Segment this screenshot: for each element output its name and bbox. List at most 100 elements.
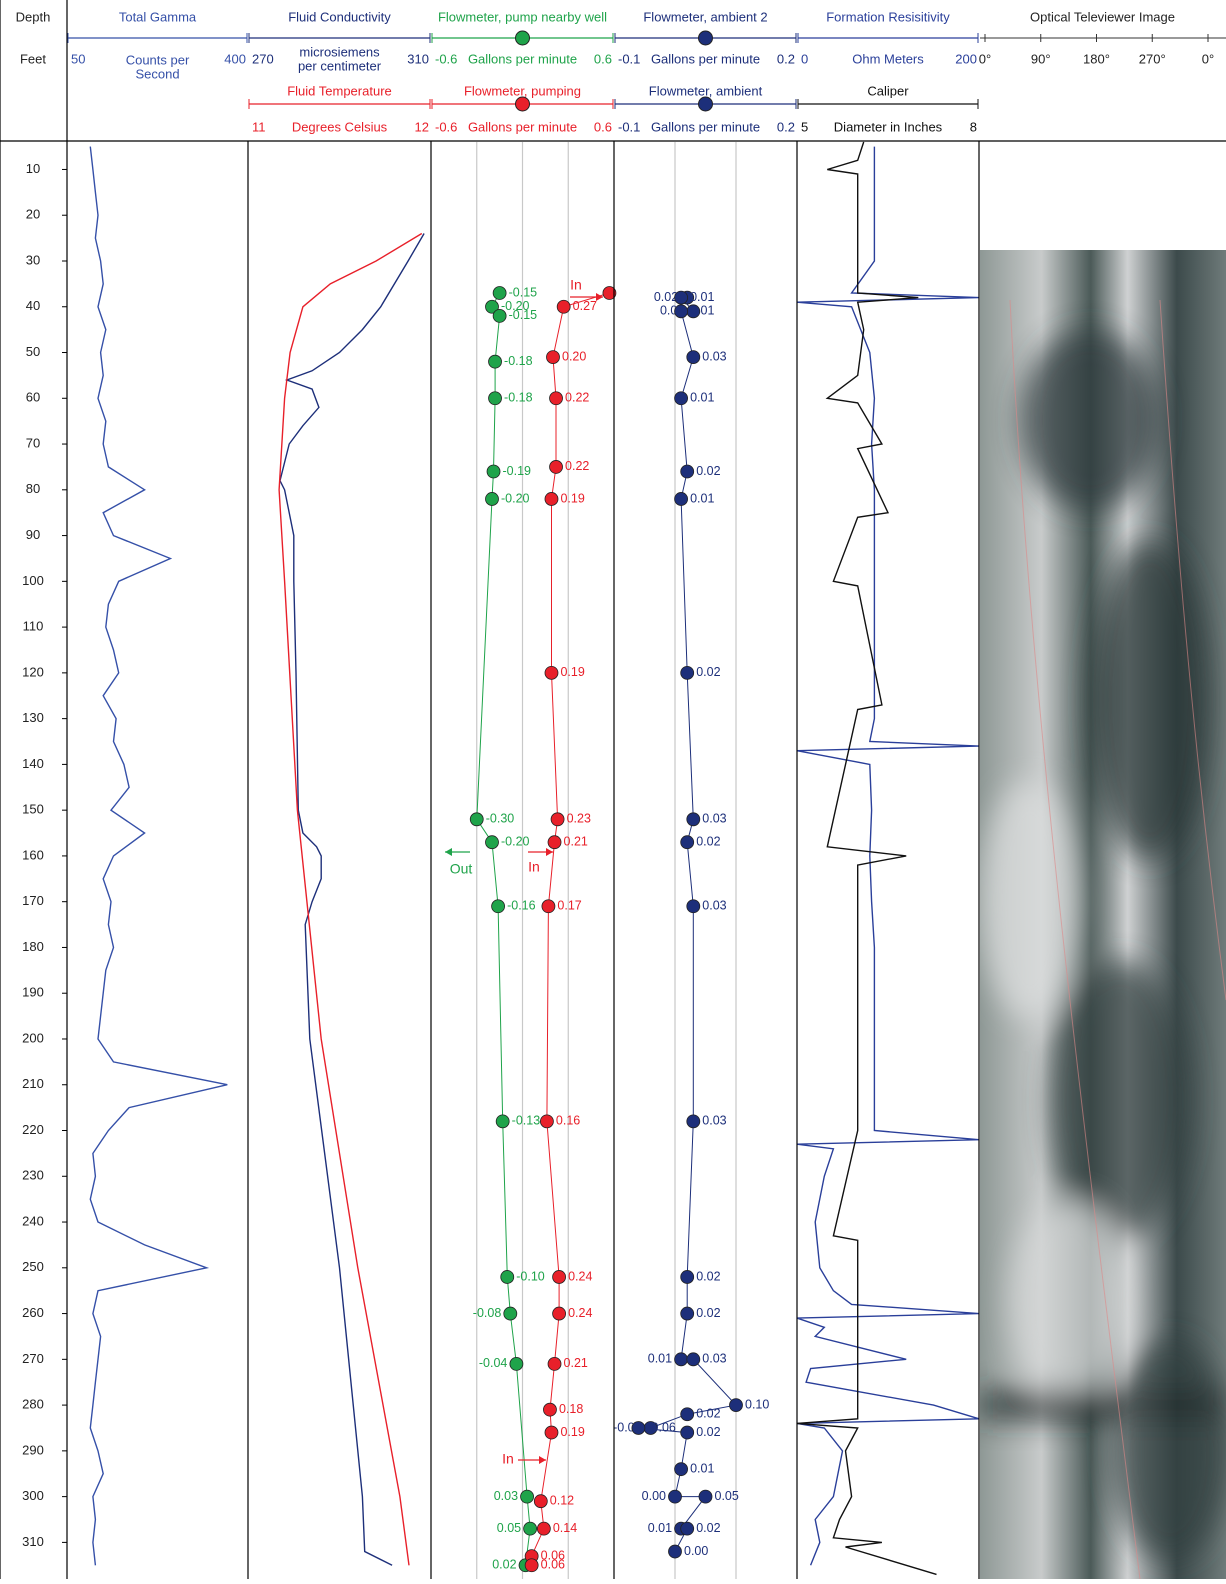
value-label: -0.18 [504, 354, 533, 368]
page: Depth Feet 10203040506070809010011012013… [0, 0, 1226, 1579]
curve-name: Fluid Conductivity [288, 9, 391, 24]
flow-point [675, 392, 688, 405]
value-label: 0.03 [494, 1489, 518, 1503]
flow-point [540, 1115, 553, 1128]
depth-tick-label: 200 [22, 1030, 44, 1045]
flow-point [545, 492, 558, 505]
depth-tick-label: 190 [22, 985, 44, 1000]
flow-point [681, 1426, 694, 1439]
value-label: -0.19 [503, 464, 532, 478]
value-label: 0.18 [559, 1402, 583, 1416]
depth-tick-label: 260 [22, 1305, 44, 1320]
axis-max-label: 400 [224, 51, 246, 66]
curve-name: Flowmeter, ambient 2 [643, 9, 767, 24]
flow-point [496, 1115, 509, 1128]
value-label: 0.20 [562, 349, 586, 363]
depth-tick-label: 150 [22, 802, 44, 817]
value-label: -0.08 [473, 1306, 502, 1320]
value-label: 0.02 [696, 1521, 720, 1535]
flow-point [510, 1357, 523, 1370]
depth-tick-label: 310 [22, 1534, 44, 1549]
flow-point [489, 392, 502, 405]
axis-max-label: 12 [415, 119, 429, 134]
flow-point [550, 392, 563, 405]
value-label: 0.00 [642, 1489, 666, 1503]
flow-point [669, 1545, 682, 1558]
axis-max-label: 200 [955, 51, 977, 66]
flow-point [675, 1463, 688, 1476]
flow-point [493, 287, 506, 300]
value-label: -0.13 [512, 1114, 541, 1128]
televiewer-image [980, 250, 1226, 1579]
depth-tick-label: 110 [23, 619, 44, 634]
azimuth-tick-label: 90° [1031, 51, 1051, 66]
curve-line [90, 147, 227, 1566]
flow-point [730, 1399, 743, 1412]
flow-point [470, 813, 483, 826]
depth-tick-label: 210 [22, 1076, 44, 1091]
value-label: -0.16 [507, 899, 536, 913]
depth-tick-label: 70 [26, 435, 40, 450]
value-label: 0.21 [564, 1356, 588, 1370]
value-label: -0.20 [501, 491, 530, 505]
flow-point [687, 351, 700, 364]
depth-title: Depth [16, 9, 51, 24]
value-label: 0.17 [557, 899, 581, 913]
depth-tick-label: 250 [22, 1259, 44, 1274]
axis-unit: Degrees Celsius [292, 119, 388, 134]
value-label: -0.30 [486, 812, 515, 826]
axis-min-label: 0 [801, 51, 808, 66]
value-label: -0.04 [479, 1356, 508, 1370]
value-label: 0.23 [567, 812, 591, 826]
flow-point [493, 309, 506, 322]
depth-tick-label: 230 [22, 1168, 44, 1183]
flow-point [699, 1490, 712, 1503]
value-label: 0.19 [560, 665, 584, 679]
value-label: 0.01 [690, 304, 714, 318]
curve-name: Fluid Temperature [287, 83, 392, 98]
value-label: 0.01 [690, 491, 714, 505]
depth-tick-label: 90 [26, 527, 40, 542]
value-label: -0.10 [516, 1269, 545, 1283]
flow-point [681, 1307, 694, 1320]
annotation: In [528, 859, 540, 875]
value-label: 0.22 [565, 459, 589, 473]
value-label: 0.19 [560, 1425, 584, 1439]
annotation: In [570, 277, 582, 293]
axis-min-label: -0.6 [435, 119, 457, 134]
flow-point [548, 836, 561, 849]
flow-point [537, 1522, 550, 1535]
annotation: Out [450, 861, 473, 877]
value-label: 0.03 [702, 899, 726, 913]
flow-point [675, 1353, 688, 1366]
axis-unit: Gallons per minute [651, 119, 760, 134]
flow-point [521, 1490, 534, 1503]
value-label: 0.02 [696, 1306, 720, 1320]
flow-point [524, 1522, 537, 1535]
depth-tick-label: 290 [22, 1442, 44, 1457]
value-label: 0.02 [696, 1407, 720, 1421]
flow-point [687, 1353, 700, 1366]
axis-max-label: 8 [970, 119, 977, 134]
annotation-arrowhead [596, 293, 603, 301]
depth-tick-label: 60 [26, 390, 40, 405]
axis-min-label: 50 [71, 51, 85, 66]
axis-unit: Counts per [126, 52, 190, 67]
flow-point [542, 900, 555, 913]
curve-line [797, 142, 937, 1574]
curve-key-marker [516, 97, 530, 111]
flow-point [675, 291, 688, 304]
flow-point [486, 836, 499, 849]
axis-unit: per centimeter [298, 58, 382, 73]
value-label: 0.02 [696, 834, 720, 848]
value-label: 0.14 [553, 1521, 577, 1535]
value-label: 0.21 [564, 834, 588, 848]
value-label: 0.01 [690, 290, 714, 304]
value-label: 0.01 [648, 1352, 672, 1366]
flow-point [681, 465, 694, 478]
flow-point [545, 666, 558, 679]
axis-min-label: -0.1 [618, 119, 640, 134]
axis-unit: Gallons per minute [651, 51, 760, 66]
value-label: 0.05 [715, 1489, 739, 1503]
depth-tick-label: 50 [26, 344, 40, 359]
